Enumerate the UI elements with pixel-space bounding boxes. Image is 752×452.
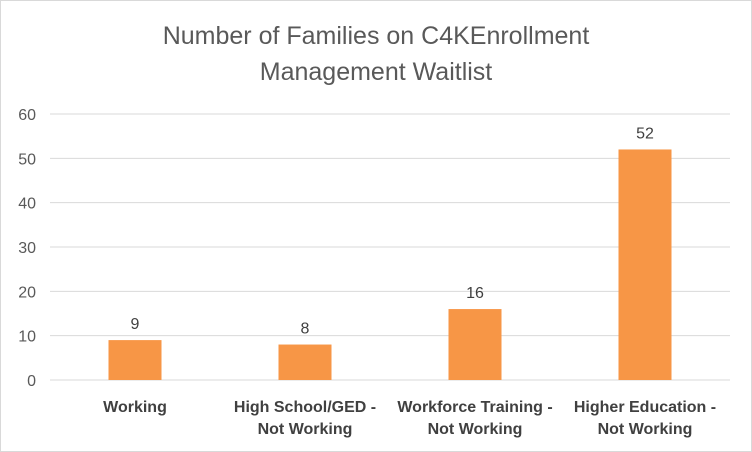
data-label: 8 <box>301 321 310 338</box>
y-tick-label: 30 <box>18 240 36 257</box>
x-category-label: Not Working <box>598 421 693 438</box>
bar <box>618 149 672 380</box>
y-tick-label: 20 <box>18 284 36 301</box>
y-tick-label: 60 <box>18 107 36 124</box>
x-category-label: Working <box>103 399 167 416</box>
x-category-label: Not Working <box>258 421 353 438</box>
bar <box>448 309 502 380</box>
bar <box>108 340 162 380</box>
data-label: 16 <box>466 285 484 302</box>
bar <box>278 344 332 380</box>
chart-title: Number of Families on C4KEnrollment Mana… <box>0 18 752 90</box>
x-category-label: Higher Education - <box>574 399 716 416</box>
x-category-label: High School/GED - <box>234 399 376 416</box>
x-category-label: Not Working <box>428 421 523 438</box>
y-tick-label: 10 <box>18 329 36 346</box>
data-label: 52 <box>636 125 654 142</box>
chart-title-line-2: Management Waitlist <box>259 58 493 86</box>
data-label: 9 <box>131 316 140 333</box>
x-category-label: Workforce Training - <box>397 399 552 416</box>
y-tick-label: 40 <box>18 196 36 213</box>
y-tick-label: 50 <box>18 151 36 168</box>
y-tick-label: 0 <box>27 373 36 390</box>
chart-title-line-1: Number of Families on C4KEnrollment <box>162 22 590 50</box>
